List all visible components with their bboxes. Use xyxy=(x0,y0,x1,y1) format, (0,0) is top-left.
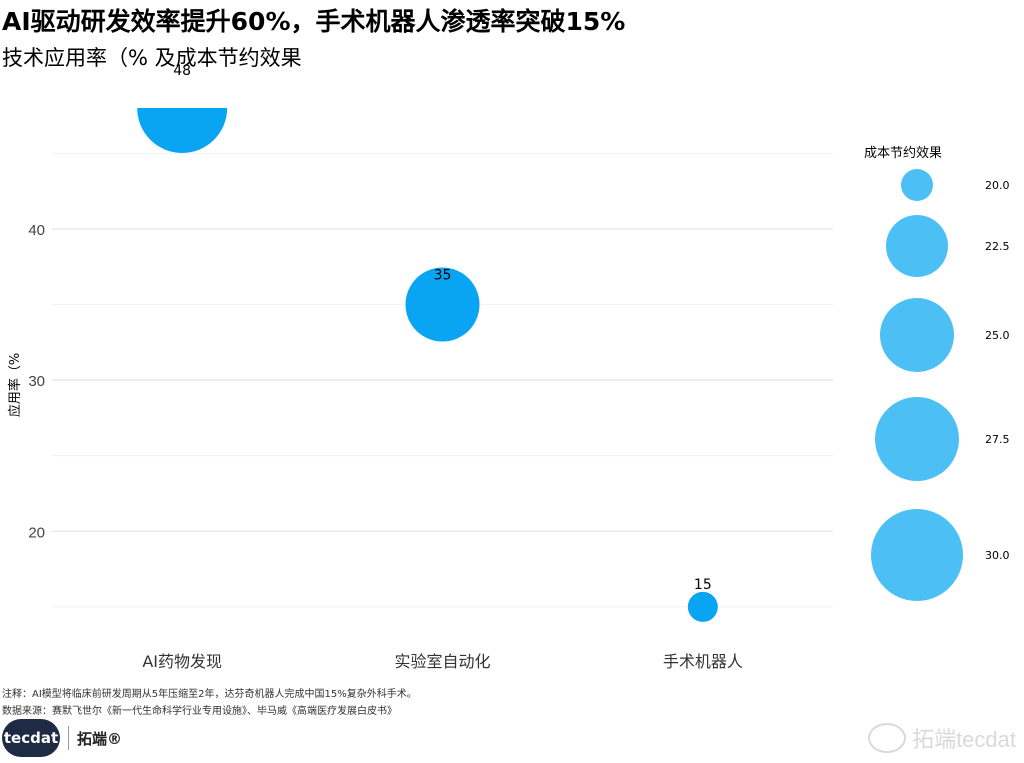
watermark: 拓端tecdat xyxy=(868,722,1016,754)
legend-label: 30.0 xyxy=(985,549,1010,562)
data-source: 数据来源：赛默飞世尔《新一代生命科学行业专用设施》、毕马威《高端医疗发展白皮书》 xyxy=(2,706,397,717)
legend-bubble xyxy=(880,298,954,372)
logo-mark: tecdat xyxy=(2,719,60,757)
data-label: 35 xyxy=(434,268,452,284)
legend-label: 27.5 xyxy=(985,433,1010,446)
legend-bubble xyxy=(875,397,959,481)
logo: tecdat 拓端® xyxy=(2,719,122,757)
x-tick-label: AI药物发现 xyxy=(142,652,222,671)
bubble-手术机器人 xyxy=(687,591,718,622)
footnote: 注释：AI模型将临床前研发周期从5年压缩至2年，达芬奇机器人完成中国15%复杂外… xyxy=(2,689,417,700)
legend-title: 成本节约效果 xyxy=(864,146,942,161)
legend-bubble xyxy=(901,169,933,201)
legend-label: 25.0 xyxy=(985,329,1010,342)
data-label: 15 xyxy=(694,577,712,593)
data-label: 48 xyxy=(173,63,191,79)
legend-bubble xyxy=(886,215,948,277)
chart-title: AI驱动研发效率提升60%，手术机器人渗透率突破15% xyxy=(2,7,626,36)
x-tick-label: 实验室自动化 xyxy=(394,652,490,671)
logo-text: 拓端® xyxy=(77,729,123,748)
y-axis-label: 应用率（% xyxy=(7,353,23,417)
logo-divider xyxy=(68,726,69,750)
watermark-text: 拓端tecdat xyxy=(912,727,1016,752)
x-tick-label: 手术机器人 xyxy=(663,652,743,671)
y-tick-label: 30 xyxy=(28,373,45,390)
weibo-icon xyxy=(868,723,907,753)
legend-label: 20.0 xyxy=(985,179,1010,192)
bubble-实验室自动化 xyxy=(405,267,480,342)
legend-label: 22.5 xyxy=(985,240,1010,253)
chart-subtitle: 技术应用率（% 及成本节约效果 xyxy=(2,46,302,70)
legend-bubble xyxy=(871,509,963,601)
bubble-AI药物发现 xyxy=(137,108,228,153)
y-tick-label: 20 xyxy=(28,524,45,541)
y-tick-label: 40 xyxy=(28,222,45,239)
